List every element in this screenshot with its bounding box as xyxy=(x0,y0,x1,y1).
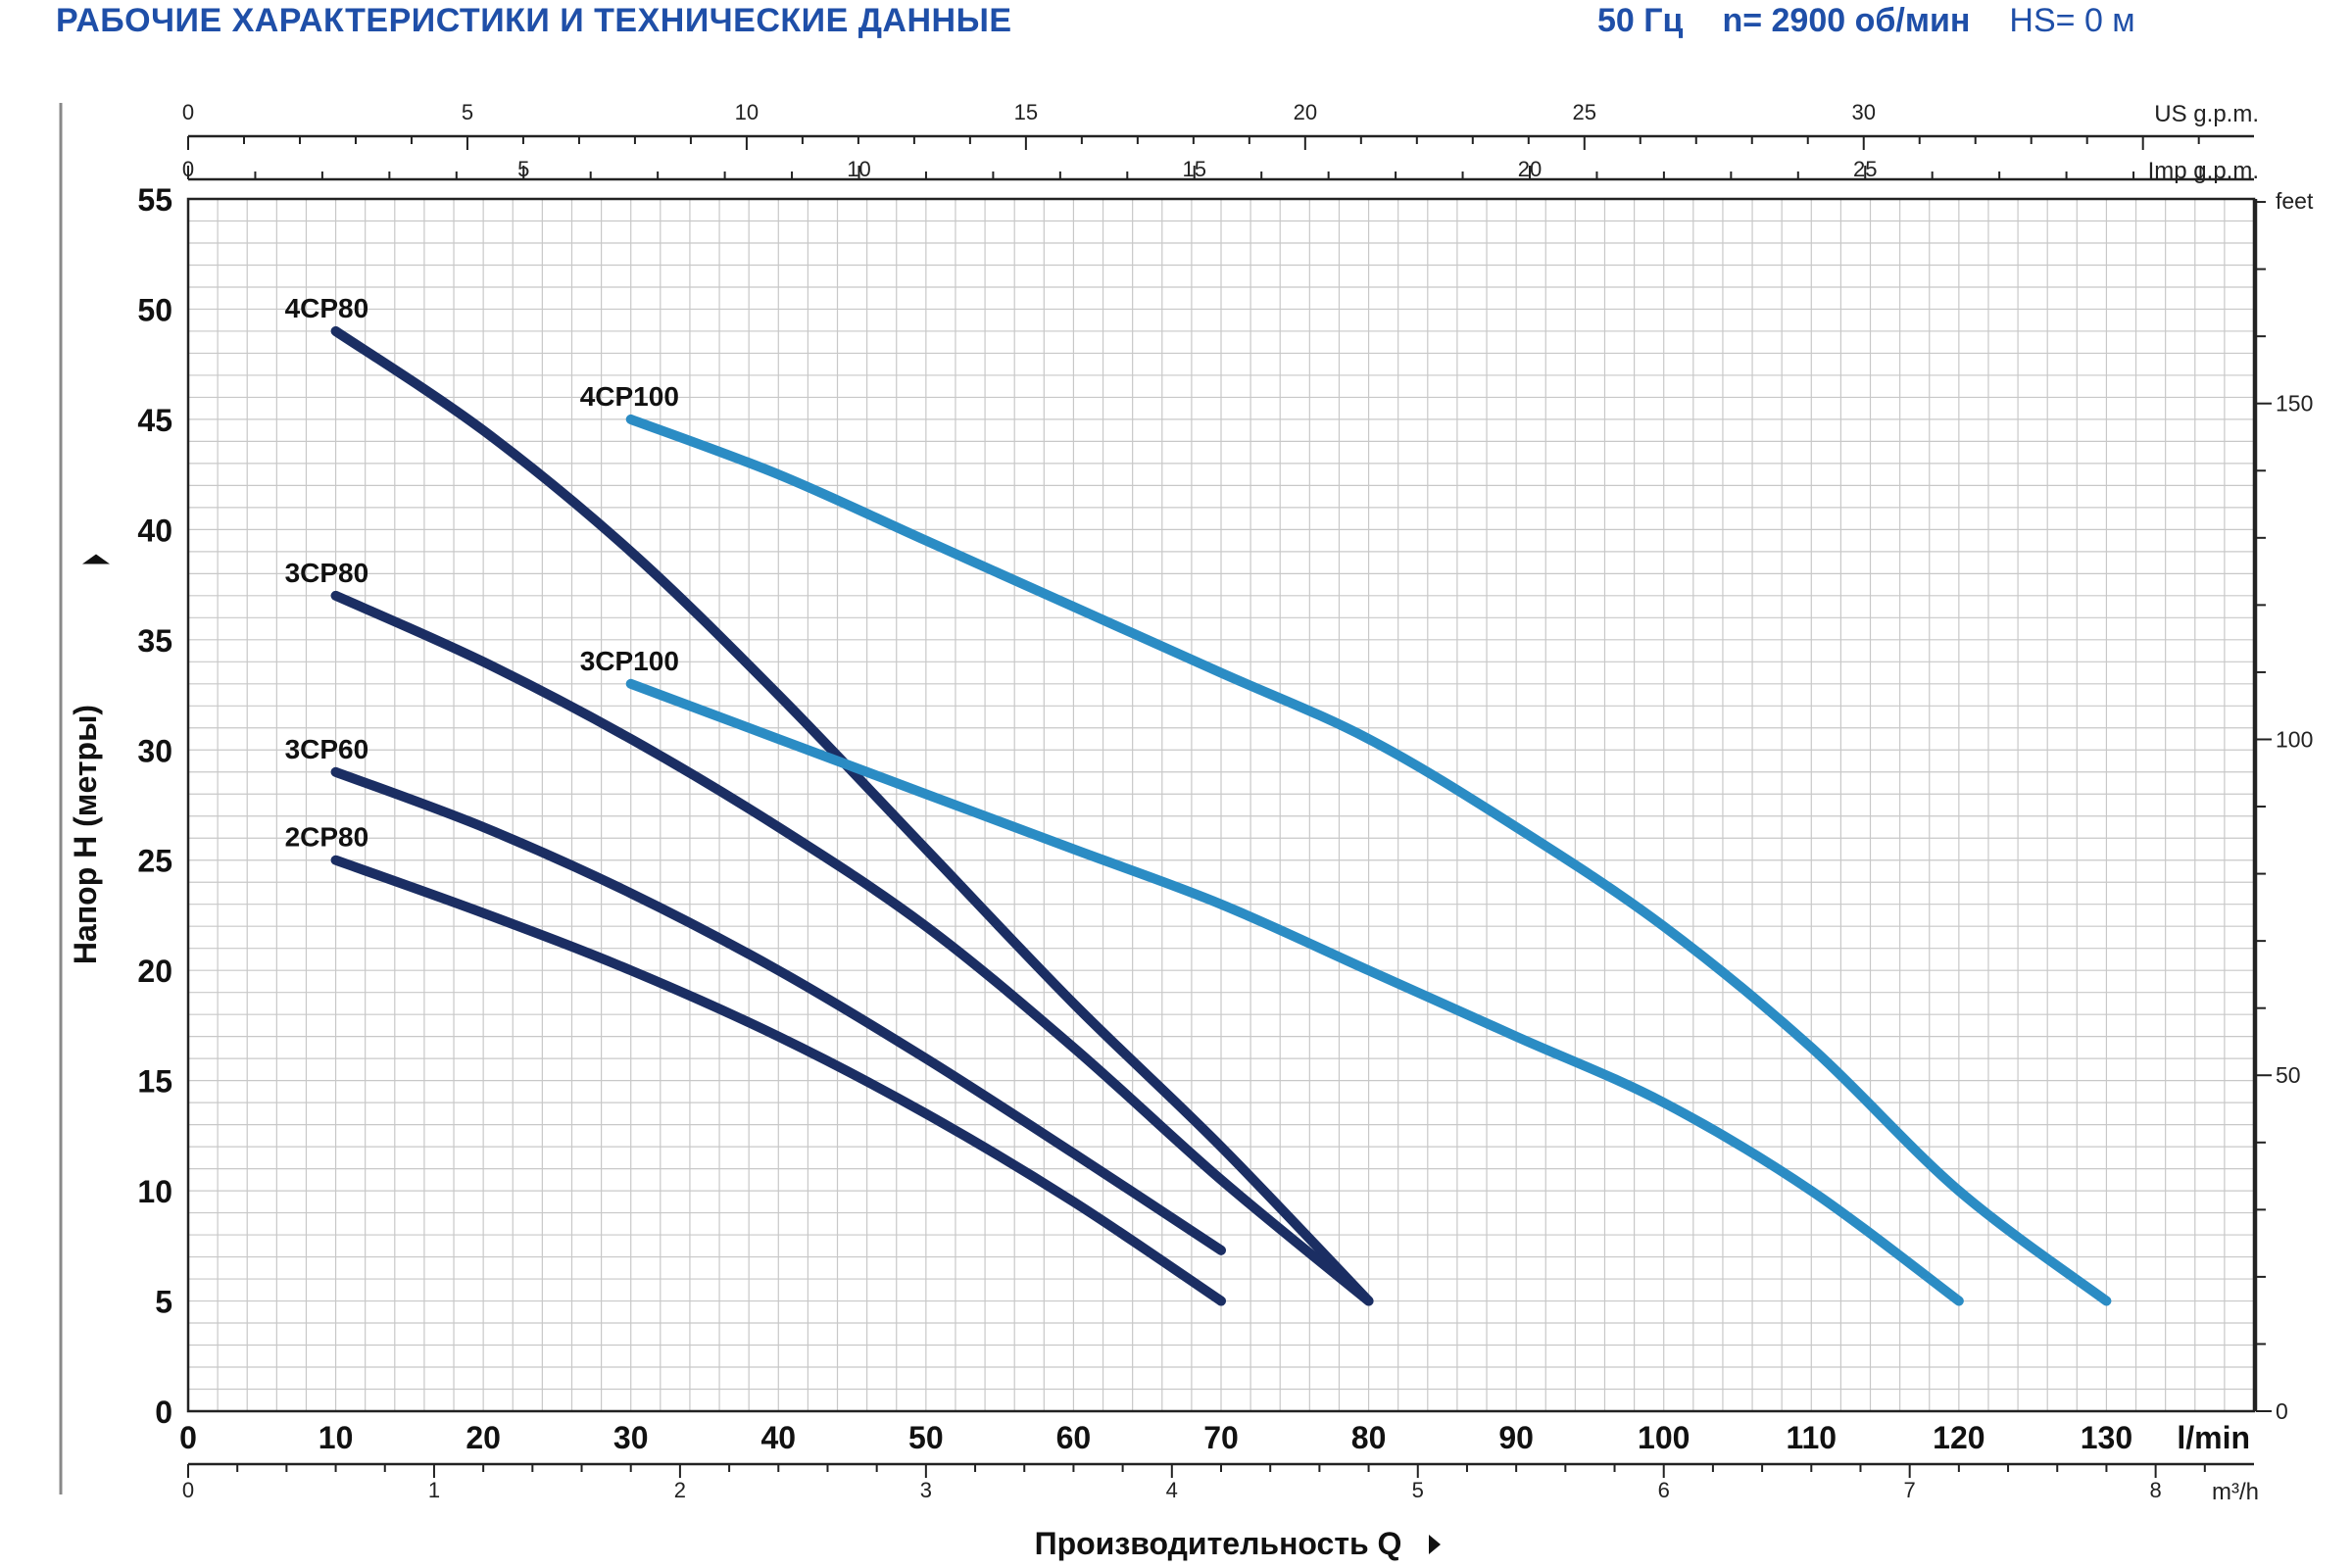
us-gpm-unit-label: US g.p.m. xyxy=(2154,101,2259,127)
series-label-4cp100: 4CP100 xyxy=(580,381,679,412)
y-tick-label: 50 xyxy=(137,292,172,327)
y-tick-label: 5 xyxy=(155,1285,172,1320)
x-tick-label: 110 xyxy=(1786,1420,1837,1455)
y-tick-label: 45 xyxy=(137,403,172,438)
m3h-tick-label: 7 xyxy=(1904,1478,1916,1502)
x-axis-arrow-icon xyxy=(1429,1535,1441,1554)
series-label-3cp60: 3CP60 xyxy=(285,734,369,764)
us-gpm-tick-label: 5 xyxy=(462,100,473,124)
us-gpm-tick-label: 25 xyxy=(1573,100,1596,124)
m3h-tick-label: 2 xyxy=(674,1478,686,1502)
plot-border xyxy=(186,197,2256,1413)
series-label-3cp80: 3CP80 xyxy=(285,558,369,588)
x-tick-label: 50 xyxy=(908,1420,944,1455)
y-tick-label: 30 xyxy=(137,733,172,768)
series-label-4cp80: 4CP80 xyxy=(285,293,369,323)
y-tick-label: 35 xyxy=(137,623,172,659)
m3h-tick-label: 3 xyxy=(920,1478,932,1502)
y-axis-title: Напор H (метры) xyxy=(68,705,103,964)
imp-gpm-tick-label: 10 xyxy=(847,157,870,181)
y-axis-arrow-icon xyxy=(82,554,110,564)
imp-gpm-tick-label: 5 xyxy=(517,157,529,181)
frequency-label: 50 Гц xyxy=(1597,2,1684,39)
x-tick-label: 120 xyxy=(1933,1420,1984,1455)
curve-3cp100 xyxy=(625,678,1964,1306)
x-tick-label: 90 xyxy=(1498,1420,1534,1455)
m3h-unit-label: m³/h xyxy=(2212,1479,2259,1505)
curve-3cp60 xyxy=(330,766,1226,1255)
feet-tick-label: 0 xyxy=(2276,1398,2288,1424)
m3h-tick-label: 6 xyxy=(1658,1478,1670,1502)
curve-4cp100 xyxy=(625,414,2112,1306)
suction-height-label: HS= 0 м xyxy=(2009,2,2135,39)
us-gpm-tick-label: 30 xyxy=(1851,100,1875,124)
imp-gpm-tick-label: 0 xyxy=(182,157,194,181)
curve-2cp80 xyxy=(330,855,1226,1306)
us-gpm-tick-label: 15 xyxy=(1014,100,1038,124)
imp-gpm-tick-label: 20 xyxy=(1518,157,1542,181)
x-tick-label: 70 xyxy=(1203,1420,1239,1455)
curve-4cp80 xyxy=(330,325,1374,1306)
us-gpm-tick-label: 0 xyxy=(182,100,194,124)
x-tick-label: 130 xyxy=(2081,1420,2132,1455)
chart-header: РАБОЧИЕ ХАРАКТЕРИСТИКИ И ТЕХНИЧЕСКИЕ ДАН… xyxy=(0,0,2352,47)
feet-unit-label: feet xyxy=(2276,188,2314,214)
m3h-tick-label: 8 xyxy=(2149,1478,2161,1502)
y-tick-label: 10 xyxy=(137,1174,172,1209)
x-tick-label: 0 xyxy=(179,1420,197,1455)
feet-tick-label: 100 xyxy=(2276,726,2313,752)
m3h-tick-label: 4 xyxy=(1166,1478,1178,1502)
m3h-tick-label: 5 xyxy=(1412,1478,1424,1502)
y-tick-label: 25 xyxy=(137,844,172,879)
x-tick-label: 20 xyxy=(466,1420,501,1455)
x-tick-label: 80 xyxy=(1351,1420,1387,1455)
us-gpm-tick-label: 20 xyxy=(1294,100,1317,124)
imp-gpm-unit-label: Imp g.p.m. xyxy=(2148,158,2259,184)
x-unit-label: l/min xyxy=(2177,1420,2250,1455)
imp-gpm-tick-label: 15 xyxy=(1183,157,1206,181)
m3h-tick-label: 0 xyxy=(182,1478,194,1502)
x-tick-label: 40 xyxy=(760,1420,796,1455)
y-tick-label: 55 xyxy=(137,182,172,218)
x-axis-title: Производительность Q xyxy=(1035,1526,1402,1561)
chart-title: РАБОЧИЕ ХАРАКТЕРИСТИКИ И ТЕХНИЧЕСКИЕ ДАН… xyxy=(56,2,1012,39)
x-tick-label: 30 xyxy=(613,1420,649,1455)
y-tick-label: 15 xyxy=(137,1064,172,1100)
y-tick-label: 0 xyxy=(155,1395,172,1430)
feet-tick-label: 150 xyxy=(2276,391,2313,416)
speed-label: n= 2900 об/мин xyxy=(1722,2,1971,39)
series-label-2cp80: 2CP80 xyxy=(285,822,369,853)
curve-3cp80 xyxy=(330,590,1374,1306)
series-label-3cp100: 3CP100 xyxy=(580,646,679,676)
x-tick-label: 10 xyxy=(318,1420,354,1455)
y-tick-label: 20 xyxy=(137,954,172,989)
feet-tick-label: 50 xyxy=(2276,1062,2301,1088)
x-tick-label: 60 xyxy=(1056,1420,1092,1455)
x-tick-label: 100 xyxy=(1638,1420,1690,1455)
m3h-tick-label: 1 xyxy=(428,1478,440,1502)
imp-gpm-tick-label: 25 xyxy=(1853,157,1877,181)
y-tick-label: 40 xyxy=(137,513,172,548)
operating-conditions: 50 Гц n= 2900 об/мин HS= 0 м xyxy=(1597,2,2175,40)
us-gpm-tick-label: 10 xyxy=(735,100,759,124)
